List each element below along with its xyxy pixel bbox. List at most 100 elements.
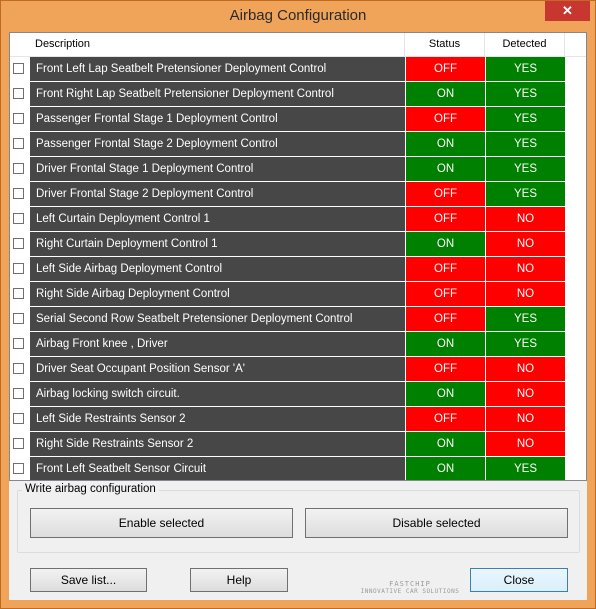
column-header-status[interactable]: Status xyxy=(405,33,485,56)
row-description: Right Side Airbag Deployment Control xyxy=(30,282,405,306)
row-status: OFF xyxy=(406,57,485,81)
row-description: Serial Second Row Seatbelt Pretensioner … xyxy=(30,307,405,331)
row-detected: NO xyxy=(486,232,565,256)
close-button[interactable]: Close xyxy=(470,568,568,592)
row-description: Passenger Frontal Stage 1 Deployment Con… xyxy=(30,107,405,131)
row-select-checkbox[interactable] xyxy=(13,188,24,199)
table-row[interactable]: Left Side Restraints Sensor 2 OFF NO xyxy=(10,407,586,432)
table-row[interactable]: Passenger Frontal Stage 1 Deployment Con… xyxy=(10,107,586,132)
logo-tagline-text: INNOVATIVE CAR SOLUTIONS xyxy=(360,588,460,595)
row-select-checkbox[interactable] xyxy=(13,388,24,399)
row-status: OFF xyxy=(406,307,485,331)
row-description: Left Curtain Deployment Control 1 xyxy=(30,207,405,231)
help-button[interactable]: Help xyxy=(190,568,288,592)
write-config-group-label: Write airbag configuration xyxy=(22,483,159,495)
save-list-button[interactable]: Save list... xyxy=(30,568,147,592)
list-header: Description Status Detected xyxy=(10,33,586,57)
fastchip-logo: FASTCHIP INNOVATIVE CAR SOLUTIONS xyxy=(350,580,470,595)
window-title: Airbag Configuration xyxy=(229,7,367,24)
row-detected: NO xyxy=(486,357,565,381)
table-row[interactable]: Right Curtain Deployment Control 1 ON NO xyxy=(10,232,586,257)
table-row[interactable]: Left Side Airbag Deployment Control OFF NO xyxy=(10,257,586,282)
row-description: Right Side Restraints Sensor 2 xyxy=(30,432,405,456)
row-select-checkbox[interactable] xyxy=(13,288,24,299)
row-description: Driver Seat Occupant Position Sensor 'A' xyxy=(30,357,405,381)
row-select-checkbox[interactable] xyxy=(13,363,24,374)
row-detected: YES xyxy=(486,307,565,331)
row-description: Airbag locking switch circuit. xyxy=(30,382,405,406)
row-status: OFF xyxy=(406,207,485,231)
row-select-checkbox[interactable] xyxy=(13,238,24,249)
row-detected: YES xyxy=(486,457,565,480)
row-detected: NO xyxy=(486,432,565,456)
table-row[interactable]: Front Left Seatbelt Sensor Circuit ON YES xyxy=(10,457,586,480)
table-row[interactable]: Airbag locking switch circuit. ON NO xyxy=(10,382,586,407)
row-description: Left Side Airbag Deployment Control xyxy=(30,257,405,281)
row-description: Driver Frontal Stage 2 Deployment Contro… xyxy=(30,182,405,206)
row-description: Driver Frontal Stage 1 Deployment Contro… xyxy=(30,157,405,181)
disable-selected-button[interactable]: Disable selected xyxy=(305,508,568,538)
row-detected: NO xyxy=(486,407,565,431)
row-select-checkbox[interactable] xyxy=(13,213,24,224)
row-detected: YES xyxy=(486,82,565,106)
row-detected: YES xyxy=(486,182,565,206)
row-select-checkbox[interactable] xyxy=(13,113,24,124)
row-status: OFF xyxy=(406,107,485,131)
enable-selected-button[interactable]: Enable selected xyxy=(30,508,293,538)
row-select-checkbox[interactable] xyxy=(13,438,24,449)
row-status: OFF xyxy=(406,282,485,306)
table-row[interactable]: Passenger Frontal Stage 2 Deployment Con… xyxy=(10,132,586,157)
row-detected: YES xyxy=(486,57,565,81)
row-status: ON xyxy=(406,432,485,456)
row-select-checkbox[interactable] xyxy=(13,263,24,274)
row-select-checkbox[interactable] xyxy=(13,88,24,99)
row-status: ON xyxy=(406,82,485,106)
row-select-checkbox[interactable] xyxy=(13,138,24,149)
table-row[interactable]: Driver Seat Occupant Position Sensor 'A'… xyxy=(10,357,586,382)
close-icon: ✕ xyxy=(562,3,573,18)
table-row[interactable]: Driver Frontal Stage 1 Deployment Contro… xyxy=(10,157,586,182)
row-select-checkbox[interactable] xyxy=(13,463,24,474)
logo-brand-text: FASTCHIP xyxy=(389,580,431,588)
row-select-checkbox[interactable] xyxy=(13,163,24,174)
column-header-detected[interactable]: Detected xyxy=(485,33,565,56)
row-select-checkbox[interactable] xyxy=(13,413,24,424)
row-status: OFF xyxy=(406,257,485,281)
row-select-checkbox[interactable] xyxy=(13,338,24,349)
row-detected: YES xyxy=(486,157,565,181)
row-description: Right Curtain Deployment Control 1 xyxy=(30,232,405,256)
table-row[interactable]: Driver Frontal Stage 2 Deployment Contro… xyxy=(10,182,586,207)
row-description: Front Right Lap Seatbelt Pretensioner De… xyxy=(30,82,405,106)
row-status: ON xyxy=(406,232,485,256)
table-row[interactable]: Serial Second Row Seatbelt Pretensioner … xyxy=(10,307,586,332)
row-detected: YES xyxy=(486,107,565,131)
row-status: ON xyxy=(406,382,485,406)
table-row[interactable]: Airbag Front knee , Driver ON YES xyxy=(10,332,586,357)
row-select-checkbox[interactable] xyxy=(13,63,24,74)
deployment-list[interactable]: Description Status Detected Front Left L… xyxy=(9,32,587,481)
row-description: Airbag Front knee , Driver xyxy=(30,332,405,356)
table-row[interactable]: Front Left Lap Seatbelt Pretensioner Dep… xyxy=(10,57,586,82)
row-status: ON xyxy=(406,132,485,156)
window-close-button[interactable]: ✕ xyxy=(545,1,590,21)
row-select-checkbox[interactable] xyxy=(13,313,24,324)
table-row[interactable]: Left Curtain Deployment Control 1 OFF NO xyxy=(10,207,586,232)
table-row[interactable]: Right Side Airbag Deployment Control OFF N… xyxy=(10,282,586,307)
row-description: Front Left Seatbelt Sensor Circuit xyxy=(30,457,405,480)
row-status: OFF xyxy=(406,357,485,381)
title-bar[interactable]: Airbag Configuration ✕ xyxy=(1,1,595,32)
row-status: ON xyxy=(406,332,485,356)
row-status: ON xyxy=(406,157,485,181)
row-detected: NO xyxy=(486,207,565,231)
row-detected: YES xyxy=(486,332,565,356)
row-detected: NO xyxy=(486,257,565,281)
row-description: Passenger Frontal Stage 2 Deployment Con… xyxy=(30,132,405,156)
table-row[interactable]: Right Side Restraints Sensor 2 ON NO xyxy=(10,432,586,457)
column-header-description[interactable]: Description xyxy=(30,33,405,56)
row-detected: NO xyxy=(486,382,565,406)
table-row[interactable]: Front Right Lap Seatbelt Pretensioner De… xyxy=(10,82,586,107)
write-config-group: Write airbag configuration Enable select… xyxy=(17,483,580,553)
row-detected: YES xyxy=(486,132,565,156)
row-description: Left Side Restraints Sensor 2 xyxy=(30,407,405,431)
